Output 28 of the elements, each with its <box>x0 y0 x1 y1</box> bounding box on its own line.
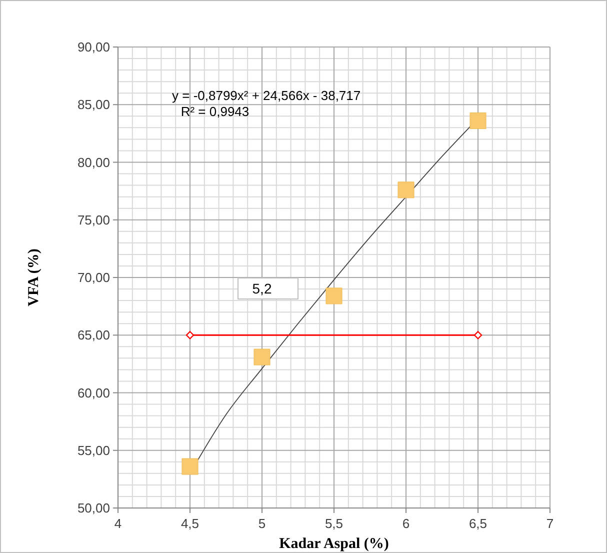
annotation: 5,2 <box>252 280 272 296</box>
x-tick-label: 6 <box>402 516 410 531</box>
y-axis-title: VFA (%) <box>26 248 42 306</box>
x-tick-label: 5 <box>258 516 266 531</box>
annotation: y = -0,8799x² + 24,566x - 38,717 <box>172 88 361 103</box>
point <box>474 331 482 340</box>
x-tick-label: 6,5 <box>468 516 488 531</box>
point <box>186 331 194 340</box>
x-tick-label: 4 <box>114 516 122 531</box>
y-tick-label: 90,00 <box>77 40 110 55</box>
x-tick-label: 4,5 <box>180 516 200 531</box>
y-tick-label: 65,00 <box>77 328 110 343</box>
y-tick-label: 80,00 <box>77 154 110 170</box>
y-tick-label: 85,00 <box>77 97 110 112</box>
x-tick-label: 5,5 <box>324 516 344 531</box>
y-tick-label: 50,00 <box>77 500 110 516</box>
point <box>182 458 198 475</box>
y-tick-label: 75,00 <box>77 212 110 228</box>
point <box>398 182 414 198</box>
y-tick-label: 60,00 <box>77 385 110 400</box>
annotation: R² = 0,9943 <box>180 104 250 119</box>
y-tick-label: 55,00 <box>77 442 110 458</box>
point <box>470 112 486 130</box>
x-tick-label: 7 <box>546 516 554 531</box>
y-tick-label: 70,00 <box>77 270 110 286</box>
point <box>326 288 342 304</box>
x-axis-title: Kadar Aspal (%) <box>279 536 389 552</box>
point <box>254 348 270 366</box>
